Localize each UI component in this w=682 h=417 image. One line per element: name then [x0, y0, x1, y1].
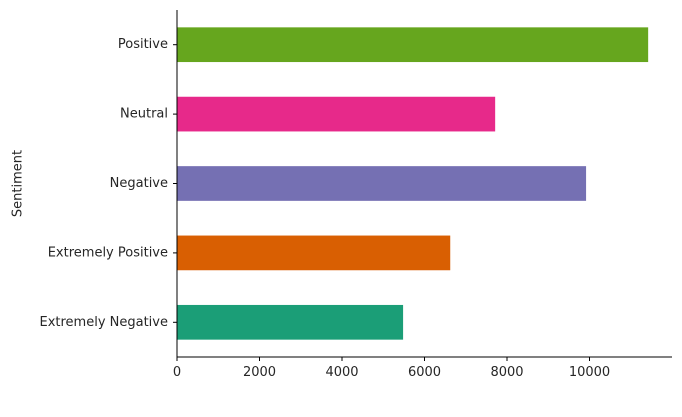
y-axis-ticks: Extremely Negative Extremely Positive Nega… [39, 37, 177, 330]
bar-positive [177, 27, 649, 63]
x-tick-label: 6000 [408, 365, 441, 380]
x-tick-label: 0 [173, 365, 181, 380]
x-tick-label: 4000 [325, 365, 358, 380]
x-tick-label: 2000 [243, 365, 276, 380]
y-tick-label: Extremely Positive [48, 245, 168, 260]
x-tick-label: 8000 [490, 365, 523, 380]
y-tick-label: Neutral [120, 107, 168, 122]
bar-neutral [177, 96, 496, 132]
bar-negative [177, 166, 587, 201]
y-tick-label: Negative [110, 176, 168, 191]
y-tick-label: Positive [118, 37, 168, 52]
y-tick-label: Extremely Negative [39, 315, 168, 330]
bar-extremely-positive [177, 235, 451, 271]
y-axis-label: Sentiment [11, 150, 26, 217]
x-tick-label: 10000 [569, 365, 610, 380]
bar-extremely-negative [177, 304, 404, 340]
x-axis-ticks: 0 2000 4000 6000 8000 10000 [173, 357, 610, 380]
bars-layer [177, 27, 649, 340]
